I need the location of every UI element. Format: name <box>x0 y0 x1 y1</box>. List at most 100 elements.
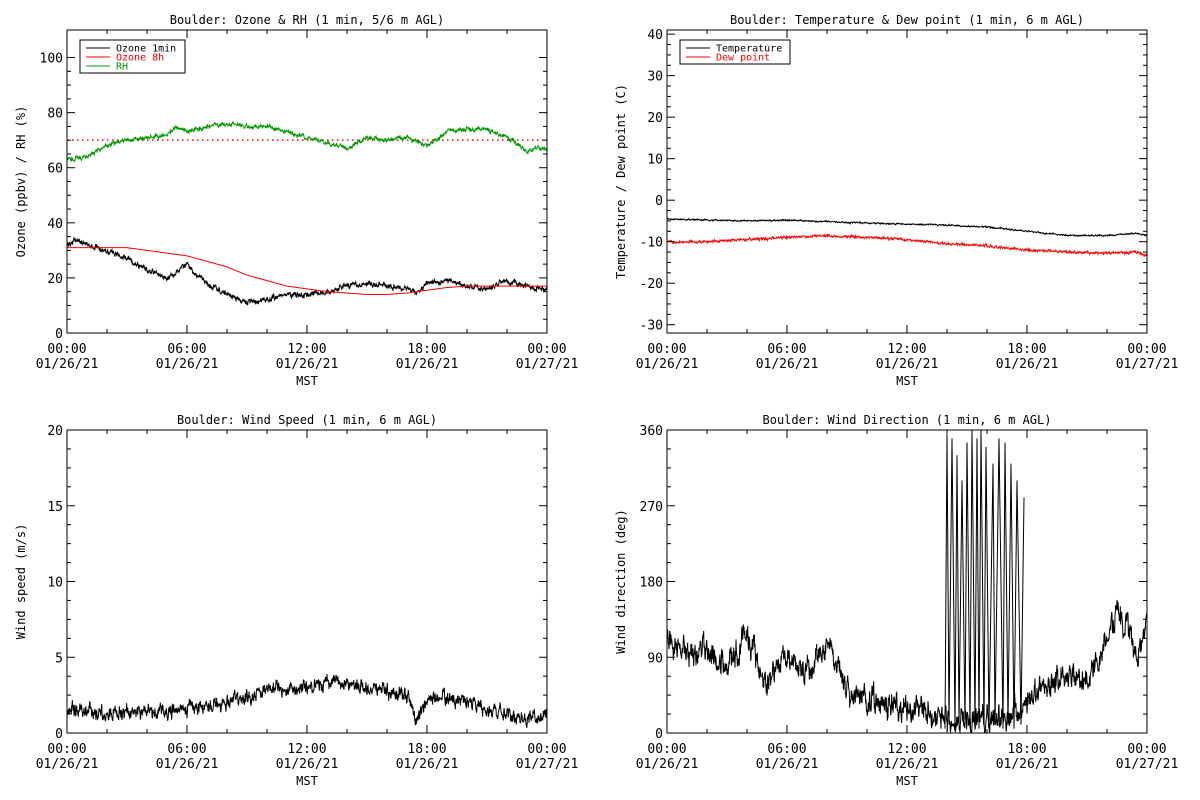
panel-ozone_rh: Boulder: Ozone & RH (1 min, 5/6 m AGL) 0 2… <box>14 13 578 388</box>
x-tick-label-time: 06:00 <box>767 742 806 757</box>
x-tick-label-time: 18:00 <box>407 342 446 357</box>
panel-wind_dir: Boulder: Wind Direction (1 min, 6 m AGL)… <box>614 413 1178 788</box>
x-tick-label-time: 12:00 <box>887 742 926 757</box>
y-axis-label: Wind direction (deg) <box>614 509 628 654</box>
x-tick-label-date: 01/27/21 <box>516 357 579 372</box>
legend-label: RH <box>116 62 128 73</box>
y-tick-label: 180 <box>640 576 663 591</box>
x-tick-label-time: 00:00 <box>647 742 686 757</box>
series-line-series-0 <box>667 599 1147 733</box>
x-tick-label-time: 06:00 <box>167 342 206 357</box>
series-line-dew-point <box>667 233 1147 258</box>
x-tick-label-time: 00:00 <box>1127 342 1166 357</box>
x-tick-label-date: 01/26/21 <box>156 357 219 372</box>
y-tick-label: -30 <box>640 319 663 334</box>
x-tick-label-date: 01/26/21 <box>636 757 699 772</box>
y-tick-label: -20 <box>640 277 663 292</box>
x-tick-label-date: 01/27/21 <box>1116 357 1179 372</box>
y-tick-label: 90 <box>647 651 663 666</box>
x-tick-label-date: 01/26/21 <box>636 357 699 372</box>
y-tick-label: 20 <box>47 424 63 439</box>
x-tick-label-time: 00:00 <box>647 342 686 357</box>
x-tick-label-time: 00:00 <box>527 342 566 357</box>
x-tick-label-time: 00:00 <box>47 342 86 357</box>
x-tick-label-time: 18:00 <box>1007 342 1046 357</box>
x-tick-label-date: 01/26/21 <box>876 757 939 772</box>
x-tick-label-date: 01/27/21 <box>516 757 579 772</box>
x-tick-label-time: 18:00 <box>407 742 446 757</box>
x-tick-label-time: 12:00 <box>287 742 326 757</box>
plot-frame <box>666 29 1148 334</box>
x-tick-label-date: 01/26/21 <box>156 757 219 772</box>
y-axis-label: Ozone (ppbv) / RH (%) <box>14 106 28 258</box>
panel-wind_speed: Boulder: Wind Speed (1 min, 6 m AGL) 0 5 10… <box>14 413 578 788</box>
y-tick-label: 10 <box>47 576 63 591</box>
x-tick-label-time: 06:00 <box>167 742 206 757</box>
x-tick-label-time: 06:00 <box>767 342 806 357</box>
x-tick-label-date: 01/26/21 <box>276 757 339 772</box>
legend-label: Temperature <box>716 44 782 55</box>
chart-title: Boulder: Ozone & RH (1 min, 5/6 m AGL) <box>170 13 445 27</box>
chart-title: Boulder: Wind Speed (1 min, 6 m AGL) <box>177 413 437 427</box>
x-axis-label: MST <box>296 774 318 788</box>
y-tick-label: 360 <box>640 424 663 439</box>
x-tick-label-date: 01/27/21 <box>1116 757 1179 772</box>
x-tick-label-time: 12:00 <box>287 342 326 357</box>
plot-frame <box>66 29 548 334</box>
legend-label: Dew point <box>716 53 770 64</box>
x-tick-label-date: 01/26/21 <box>996 357 1059 372</box>
y-tick-label: 40 <box>47 217 63 232</box>
y-tick-label: 0 <box>55 327 63 342</box>
y-tick-label: 80 <box>47 107 63 122</box>
y-tick-label: 270 <box>640 500 663 515</box>
y-tick-label: 0 <box>655 194 663 209</box>
y-tick-label: 0 <box>655 727 663 742</box>
series-line-temperature <box>667 217 1147 238</box>
series-line-series-0 <box>67 674 547 728</box>
x-tick-label-time: 00:00 <box>1127 742 1166 757</box>
series-line-ozone-1min <box>67 237 547 306</box>
y-tick-label: 60 <box>47 162 63 177</box>
y-tick-label: 20 <box>647 111 663 126</box>
legend-label: Ozone 1min <box>116 44 176 55</box>
plot-frame <box>666 429 1148 734</box>
x-tick-label-date: 01/26/21 <box>396 357 459 372</box>
y-tick-label: 15 <box>47 500 63 515</box>
series-line-series-1 <box>944 430 1025 729</box>
x-tick-label-date: 01/26/21 <box>396 757 459 772</box>
y-tick-label: 40 <box>647 28 663 43</box>
series-line-ozone-8h <box>67 247 547 295</box>
x-axis-label: MST <box>896 774 918 788</box>
y-tick-label: 10 <box>647 153 663 168</box>
x-tick-label-date: 01/26/21 <box>36 357 99 372</box>
x-tick-label-date: 01/26/21 <box>36 757 99 772</box>
y-tick-label: 5 <box>55 651 63 666</box>
y-axis-label: Wind speed (m/s) <box>14 524 28 640</box>
y-tick-label: 20 <box>47 272 63 287</box>
y-axis-label: Temperature / Dew point (C) <box>614 84 628 279</box>
x-tick-label-time: 00:00 <box>47 742 86 757</box>
y-tick-label: 30 <box>647 70 663 85</box>
x-tick-label-time: 00:00 <box>527 742 566 757</box>
chart-title: Boulder: Temperature & Dew point (1 min,… <box>730 13 1084 27</box>
y-tick-label: 100 <box>40 52 63 67</box>
x-tick-label-date: 01/26/21 <box>756 357 819 372</box>
legend-box <box>679 39 791 65</box>
series-line-rh <box>67 120 547 163</box>
legend-label: Ozone 8h <box>116 53 164 64</box>
x-tick-label-date: 01/26/21 <box>996 757 1059 772</box>
x-tick-label-date: 01/26/21 <box>876 357 939 372</box>
x-tick-label-date: 01/26/21 <box>276 357 339 372</box>
panel-temp_dew: Boulder: Temperature & Dew point (1 min,… <box>614 13 1178 388</box>
x-axis-label: MST <box>296 374 318 388</box>
y-tick-label: 0 <box>55 727 63 742</box>
y-tick-label: -10 <box>640 236 663 251</box>
x-tick-label-time: 18:00 <box>1007 742 1046 757</box>
x-tick-label-time: 12:00 <box>887 342 926 357</box>
x-tick-label-date: 01/26/21 <box>756 757 819 772</box>
chart-title: Boulder: Wind Direction (1 min, 6 m AGL) <box>763 413 1052 427</box>
x-axis-label: MST <box>896 374 918 388</box>
